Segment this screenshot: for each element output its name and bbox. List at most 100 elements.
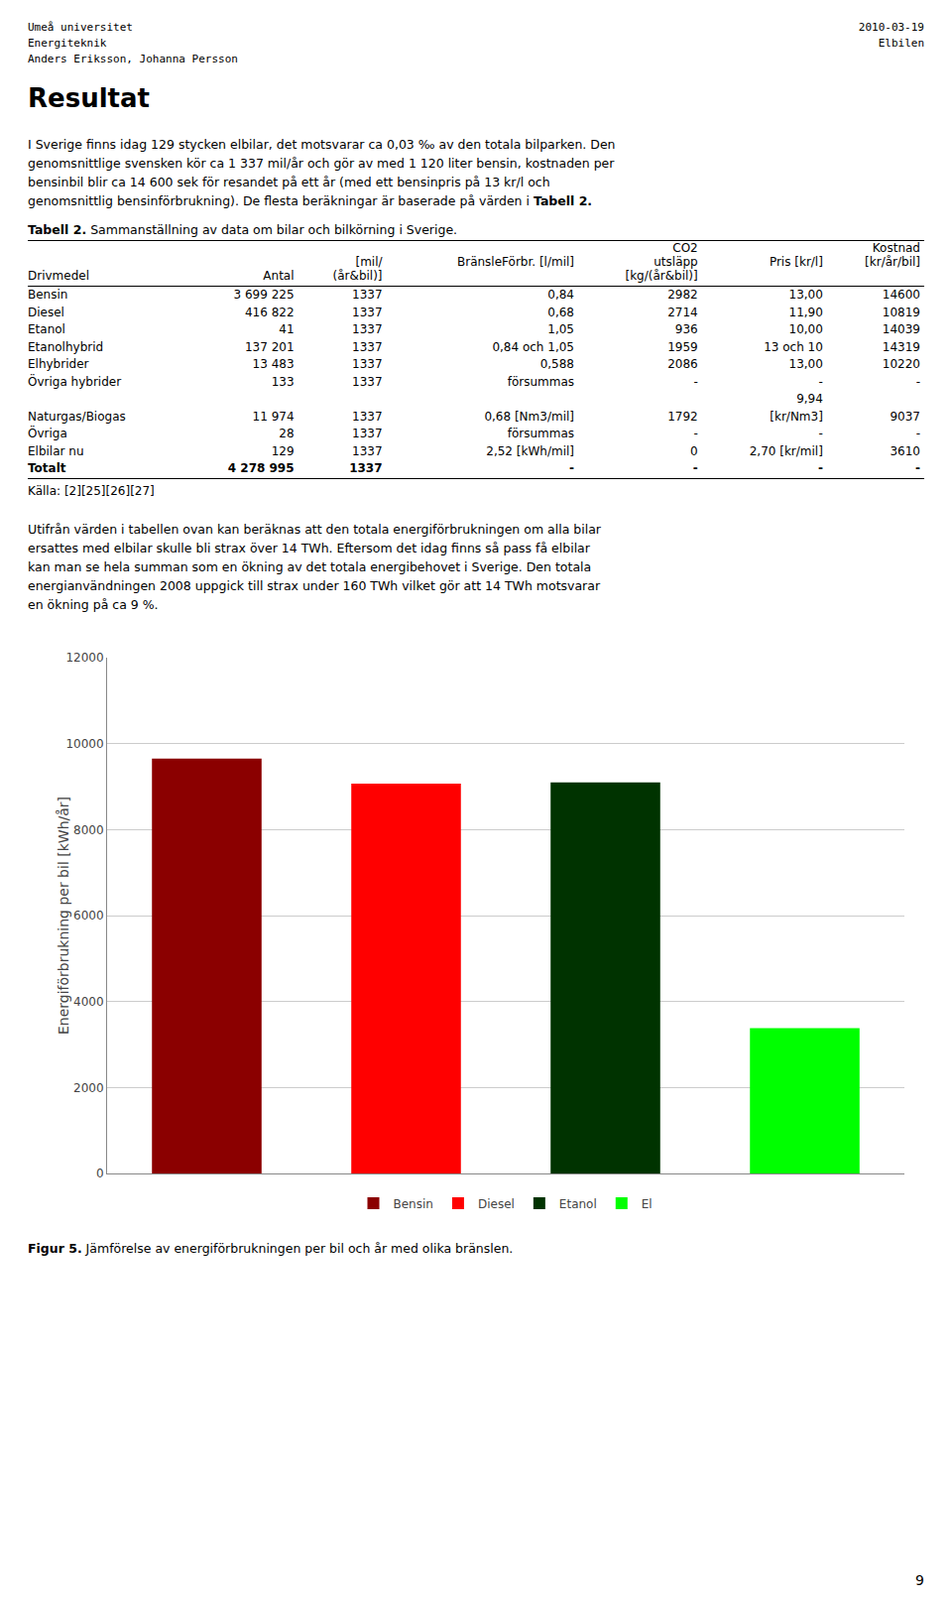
html-text:936: 936 <box>675 322 698 337</box>
html-text:4 278 995: 4 278 995 <box>227 461 295 476</box>
html-text:11,90: 11,90 <box>788 304 823 319</box>
html-text:Drivmedel: Drivmedel <box>27 268 90 283</box>
html-text:Totalt: Totalt <box>27 461 66 476</box>
html-text:2,52 [kWh/mil]: 2,52 [kWh/mil] <box>486 443 575 458</box>
html-text:1,05: 1,05 <box>547 322 575 337</box>
html-text:ersattes med elbilar skulle bl: ersattes med elbilar skulle bli strax öv… <box>27 539 590 555</box>
html-text:Umeå universitet: Umeå universitet <box>27 20 133 34</box>
html-text:Anders Eriksson, Johanna Perss: Anders Eriksson, Johanna Persson <box>27 52 238 66</box>
html-text:Källa: [2][25][26][27]: Källa: [2][25][26][27] <box>27 483 155 498</box>
html-text:10819: 10819 <box>882 304 921 319</box>
html-text:2086: 2086 <box>667 357 698 371</box>
html-text:energianvändningen 2008 uppgic: energianvändningen 2008 uppgick till str… <box>27 577 601 593</box>
svg-text:El: El <box>641 1195 653 1210</box>
html-text:1337: 1337 <box>352 443 383 458</box>
html-text:416 822: 416 822 <box>244 304 295 319</box>
html-text:14039: 14039 <box>882 322 921 337</box>
svg-text:12000: 12000 <box>65 650 104 665</box>
html-text:Etanol: Etanol <box>27 322 66 337</box>
html-text:Övriga hybrider: Övriga hybrider <box>27 374 122 389</box>
html-text:Utifrån värden i tabellen ovan: Utifrån värden i tabellen ovan kan beräk… <box>27 521 601 536</box>
html-text:1337: 1337 <box>352 304 383 319</box>
html-text:1337: 1337 <box>349 461 383 476</box>
html-text:0,68: 0,68 <box>547 304 575 319</box>
html-text:[kg/(år&bil)]: [kg/(år&bil)] <box>625 268 698 283</box>
html-text:0,84 och 1,05: 0,84 och 1,05 <box>492 339 575 354</box>
html-text:1337: 1337 <box>352 322 383 337</box>
html-text:2714: 2714 <box>667 304 698 319</box>
html-text:13,00: 13,00 <box>788 287 823 302</box>
html-text:1337: 1337 <box>352 339 383 354</box>
svg-text:Diesel: Diesel <box>477 1195 515 1210</box>
svg-text:Etanol: Etanol <box>559 1195 597 1210</box>
html-text:11 974: 11 974 <box>252 409 295 423</box>
html-text:en ökning på ca 9 %.: en ökning på ca 9 %. <box>27 596 159 612</box>
html-text:utsläpp: utsläpp <box>653 254 698 269</box>
html-text:CO2: CO2 <box>672 240 698 255</box>
svg-text:4000: 4000 <box>73 993 105 1008</box>
html-text:1337: 1337 <box>352 409 383 423</box>
html-text:Etanolhybrid: Etanolhybrid <box>27 339 104 354</box>
html-text:Figur 5. Jämförelse av energif: Figur 5. Jämförelse av energiförbrukning… <box>27 1240 513 1255</box>
html-text:Naturgas/Biogas: Naturgas/Biogas <box>27 409 126 423</box>
html-text:1337: 1337 <box>352 357 383 371</box>
svg-text:6000: 6000 <box>73 908 105 923</box>
html-text:14600: 14600 <box>882 287 921 302</box>
html-text:1959: 1959 <box>667 339 698 354</box>
html-text:9,94: 9,94 <box>796 391 823 406</box>
html-text:försummas: försummas <box>507 374 575 389</box>
html-text:Antal: Antal <box>263 268 295 283</box>
html-text:133: 133 <box>271 374 295 389</box>
html-text:I Sverige finns idag 129 styck: I Sverige finns idag 129 stycken elbilar… <box>27 136 616 152</box>
html-text:2982: 2982 <box>667 287 698 302</box>
html-text:0,68 [Nm3/mil]: 0,68 [Nm3/mil] <box>484 409 575 423</box>
html-text:2010-03-19: 2010-03-19 <box>858 20 925 34</box>
html-text:Resultat: Resultat <box>27 83 150 114</box>
html-text:Övriga: Övriga <box>27 426 68 441</box>
html-text:1337: 1337 <box>352 374 383 389</box>
html-text:10220: 10220 <box>882 357 921 371</box>
html-text:129: 129 <box>271 443 295 458</box>
html-text:13 och 10: 13 och 10 <box>763 339 823 354</box>
svg-text:Bensin: Bensin <box>393 1195 434 1210</box>
svg-text:Energiförbrukning per bil [kWh: Energiförbrukning per bil [kWh/år] <box>55 795 72 1034</box>
html-text:(år&bil)]: (år&bil)] <box>332 268 383 283</box>
html-text:BränsleFörbr. [l/mil]: BränsleFörbr. [l/mil] <box>457 254 575 269</box>
html-text:14319: 14319 <box>882 339 921 354</box>
html-text:genomsnittlige svensken kör ca: genomsnittlige svensken kör ca 1 337 mil… <box>27 155 615 171</box>
html-text:0,588: 0,588 <box>540 357 575 371</box>
html-text:Pris [kr/l]: Pris [kr/l] <box>769 254 823 269</box>
html-text:[mil/: [mil/ <box>355 254 383 269</box>
html-text:3 699 225: 3 699 225 <box>233 287 295 302</box>
html-text:Kostnad: Kostnad <box>872 240 921 255</box>
html-text:kan man se hela summan som en: kan man se hela summan som en ökning av … <box>27 558 592 574</box>
html-text:Bensin: Bensin <box>27 287 68 302</box>
html-text:Elbilar nu: Elbilar nu <box>27 443 84 458</box>
svg-text:8000: 8000 <box>73 822 105 836</box>
html-text:1337: 1337 <box>352 287 383 302</box>
svg-text:10000: 10000 <box>65 735 104 750</box>
html-text:0,84: 0,84 <box>547 287 575 302</box>
html-text:Diesel: Diesel <box>27 304 65 319</box>
html-text:[kr/år/bil]: [kr/år/bil] <box>864 254 921 269</box>
html-text:2,70 [kr/mil]: 2,70 [kr/mil] <box>749 443 823 458</box>
html-text:1337: 1337 <box>352 426 383 441</box>
html-text:bensinbil blir ca 14 600 sek f: bensinbil blir ca 14 600 sek för resande… <box>27 174 550 190</box>
html-text:försummas: försummas <box>507 426 575 441</box>
svg-text:0: 0 <box>96 1166 105 1181</box>
html-text:Tabell 2. Sammanställning av d: Tabell 2. Sammanställning av data om bil… <box>27 222 458 238</box>
html-text:genomsnittlig bensinförbruknin: genomsnittlig bensinförbrukning). De fle… <box>27 193 593 209</box>
html-text:[kr/Nm3]: [kr/Nm3] <box>769 409 823 423</box>
html-text:137 201: 137 201 <box>244 339 295 354</box>
html-text:1792: 1792 <box>667 409 698 423</box>
html-text:Elhybrider: Elhybrider <box>27 357 89 371</box>
html-text:10,00: 10,00 <box>788 322 823 337</box>
html-text:41: 41 <box>278 322 295 337</box>
html-text:13 483: 13 483 <box>252 357 295 371</box>
html-text:Elbilen: Elbilen <box>878 36 925 50</box>
html-text:3610: 3610 <box>890 443 921 458</box>
html-text:Energiteknik: Energiteknik <box>27 36 107 50</box>
svg-text:2000: 2000 <box>73 1079 105 1094</box>
html-text:13,00: 13,00 <box>788 357 823 371</box>
html-text:28: 28 <box>278 426 295 441</box>
